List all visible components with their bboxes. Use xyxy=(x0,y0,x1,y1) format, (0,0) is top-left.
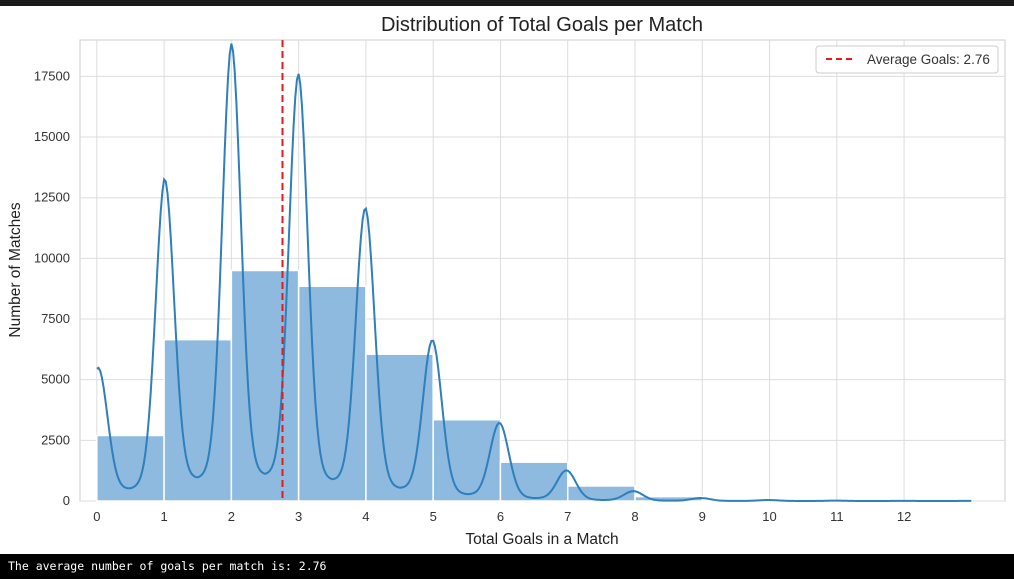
histogram-bar xyxy=(230,269,300,502)
top-bar xyxy=(0,0,1014,6)
y-tick-label: 5000 xyxy=(41,372,70,387)
x-tick-label: 8 xyxy=(631,509,638,524)
y-tick-label: 17500 xyxy=(34,68,70,83)
legend: Average Goals: 2.76 xyxy=(815,45,999,74)
kde-line xyxy=(96,43,972,502)
x-tick-label: 2 xyxy=(228,509,235,524)
kde-curve xyxy=(96,43,972,502)
legend-box xyxy=(815,45,999,74)
y-tick-label: 2500 xyxy=(41,432,70,447)
x-tick-label: 0 xyxy=(93,509,100,524)
y-tick-label: 0 xyxy=(63,493,70,508)
x-tick-label: 6 xyxy=(497,509,504,524)
y-axis-label: Number of Matches xyxy=(7,202,24,337)
histogram-bar xyxy=(365,353,434,502)
y-tick-label: 7500 xyxy=(41,311,70,326)
chart-title: Distribution of Total Goals per Match xyxy=(381,14,703,36)
x-tick-label: 4 xyxy=(362,509,369,524)
chart-svg: 0 1 2 3 4 5 6 7 8 9 10 11 12 02500500075001000012500… xyxy=(7,14,1006,548)
y-tick-label: 15000 xyxy=(34,129,70,144)
x-tick-label: 9 xyxy=(699,509,706,524)
x-axis-label: Total Goals in a Match xyxy=(465,531,618,548)
y-tick-label: 10000 xyxy=(34,250,70,265)
chart-figure: 0 1 2 3 4 5 6 7 8 9 10 11 12 0 2500 5000 7500 10000 12500… xyxy=(0,6,1014,554)
legend-label: Average Goals: 2.76 xyxy=(867,52,990,67)
x-tick-label: 12 xyxy=(897,509,911,524)
histogram-bar xyxy=(432,418,502,502)
x-tick-labels: 0 1 2 3 4 5 6 7 8 9 10 11 12 xyxy=(93,509,911,524)
histogram-bar xyxy=(96,434,165,502)
x-tick-label: 11 xyxy=(830,509,844,524)
console-output: The average number of goals per match is… xyxy=(0,554,1014,579)
x-tick-label: 5 xyxy=(430,509,437,524)
x-tick-label: 1 xyxy=(160,509,167,524)
y-tick-labels: 0 2500 5000 7500 10000 12500 15000 17500 xyxy=(34,68,70,508)
y-tick-label: 12500 xyxy=(34,190,70,205)
grid-lines xyxy=(80,40,1005,502)
x-tick-label: 7 xyxy=(564,509,571,524)
x-tick-label: 10 xyxy=(762,509,776,524)
x-tick-label: 3 xyxy=(295,509,302,524)
